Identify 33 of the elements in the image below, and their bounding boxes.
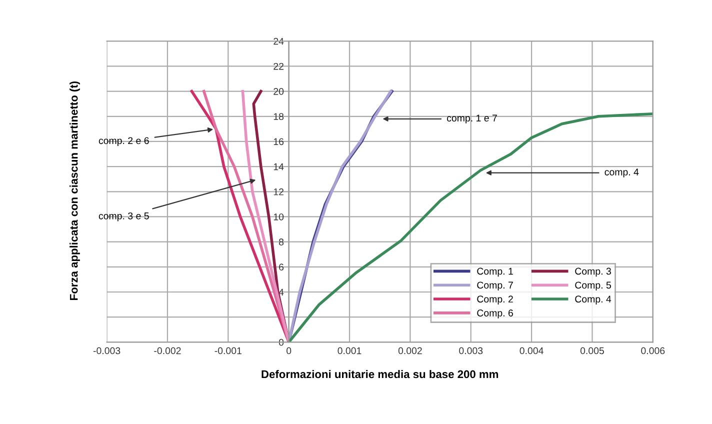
x-tick-label: 0.003 — [459, 347, 483, 354]
x-tick-label: 0 — [286, 347, 292, 354]
annotation: comp. 2 e 6 — [98, 137, 149, 146]
x-tick-label: 0.001 — [338, 347, 362, 354]
legend-label: Comp. 1 — [477, 268, 513, 277]
annotation: comp. 3 e 5 — [98, 212, 149, 222]
y-tick-label: 6 — [279, 264, 284, 271]
x-axis-title: Deformazioni unitarie media su base 200 mm — [262, 370, 498, 378]
legend-label: Comp. 2 — [477, 296, 513, 304]
y-axis-title: Forza applicata con ciascun martinetto (t) — [70, 81, 80, 300]
line-series — [287, 112, 653, 342]
annotation: comp. 1 e 7 — [447, 114, 497, 124]
legend-label: Comp. 5 — [575, 282, 611, 291]
annotation: comp. 4 — [604, 168, 639, 178]
y-tick-label: 10 — [274, 213, 284, 220]
y-tick-label: 8 — [278, 238, 284, 246]
legend-label: Comp. 6 — [477, 310, 513, 318]
legend-label: Comp. 3 — [575, 268, 611, 277]
x-tick-label: -0.003 — [93, 347, 120, 354]
x-tick-label: 0.004 — [520, 347, 544, 354]
y-tick-label: 14 — [274, 163, 284, 170]
y-tick-label: 20 — [274, 88, 284, 95]
x-tick-label: -0.002 — [154, 347, 181, 354]
y-tick-label: 16 — [274, 138, 284, 146]
y-tick-label: 12 — [274, 188, 284, 196]
y-tick-label: 22 — [274, 62, 284, 70]
x-tick-label: -0.001 — [214, 347, 242, 354]
x-tick-label: 0.002 — [398, 347, 422, 354]
x-tick-label: 0.006 — [641, 347, 665, 354]
y-tick-label: 18 — [274, 113, 284, 120]
legend-label: Comp. 7 — [477, 282, 513, 291]
legend-label: Comp. 4 — [575, 296, 612, 304]
x-tick-label: 0.005 — [580, 347, 604, 354]
